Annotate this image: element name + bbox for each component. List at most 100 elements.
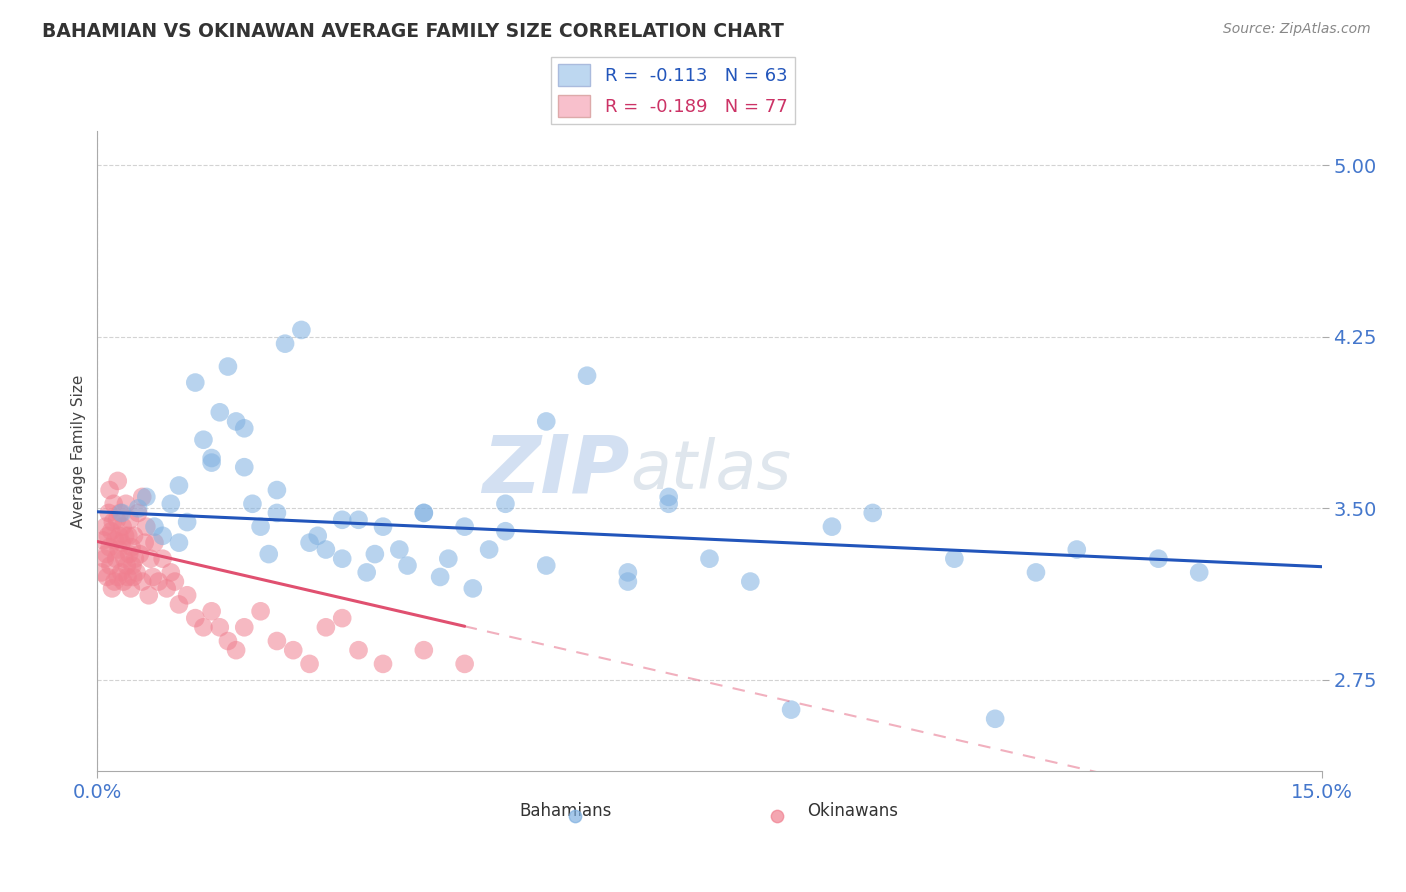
Okinawans: [118, 547, 141, 561]
Bahamians: [290, 323, 312, 337]
Bahamians: [371, 519, 394, 533]
Okinawans: [107, 474, 129, 488]
Okinawans: [156, 582, 179, 596]
Bahamians: [658, 490, 681, 504]
Bahamians: [266, 483, 288, 497]
Okinawans: [159, 566, 181, 580]
Okinawans: [98, 483, 121, 497]
Bahamians: [364, 547, 387, 561]
Okinawans: [371, 657, 394, 671]
Okinawans: [201, 604, 224, 618]
Okinawans: [101, 515, 124, 529]
Bahamians: [257, 547, 280, 561]
Okinawans: [107, 570, 129, 584]
Bahamians: [396, 558, 419, 573]
Okinawans: [112, 574, 135, 589]
Bahamians: [453, 519, 475, 533]
Okinawans: [97, 529, 120, 543]
Bahamians: [330, 513, 353, 527]
Okinawans: [225, 643, 247, 657]
Bahamians: [111, 506, 134, 520]
Okinawans: [193, 620, 215, 634]
Okinawans: [96, 547, 118, 561]
Okinawans: [125, 566, 148, 580]
Okinawans: [347, 643, 370, 657]
Okinawans: [111, 519, 134, 533]
Legend: R =  -0.113   N = 63, R =  -0.189   N = 77: R = -0.113 N = 63, R = -0.189 N = 77: [551, 57, 794, 124]
Bahamians: [412, 506, 434, 520]
Bahamians: [780, 703, 803, 717]
Text: atlas: atlas: [630, 437, 792, 503]
Okinawans: [121, 558, 143, 573]
Bahamians: [699, 551, 721, 566]
Bahamians: [347, 513, 370, 527]
Bahamians: [1066, 542, 1088, 557]
Bahamians: [193, 433, 215, 447]
Okinawans: [453, 657, 475, 671]
Bahamians: [412, 506, 434, 520]
Bahamians: [201, 450, 224, 465]
Okinawans: [91, 533, 114, 548]
Okinawans: [142, 570, 165, 584]
Okinawans: [128, 547, 150, 561]
Bahamians: [242, 497, 264, 511]
Okinawans: [93, 551, 115, 566]
Bahamians: [208, 405, 231, 419]
Bahamians: [298, 535, 321, 549]
Okinawans: [105, 513, 128, 527]
Bahamians: [233, 460, 256, 475]
Okinawans: [152, 551, 174, 566]
Okinawans: [266, 634, 288, 648]
Okinawans: [315, 620, 337, 634]
Bahamians: [225, 414, 247, 428]
Bahamians: [437, 551, 460, 566]
Okinawans: [111, 535, 134, 549]
Okinawans: [115, 497, 138, 511]
Bahamians: [135, 490, 157, 504]
Bahamians: [266, 506, 288, 520]
Bahamians: [356, 566, 378, 580]
Okinawans: [283, 643, 305, 657]
Bahamians: [176, 515, 198, 529]
Bahamians: [478, 542, 501, 557]
Bahamians: [143, 519, 166, 533]
Okinawans: [139, 551, 162, 566]
Okinawans: [96, 570, 118, 584]
Okinawans: [100, 558, 122, 573]
Bahamians: [217, 359, 239, 374]
Okinawans: [249, 604, 271, 618]
Okinawans: [412, 643, 434, 657]
Okinawans: [163, 574, 186, 589]
Okinawans: [138, 588, 160, 602]
Bahamians: [330, 551, 353, 566]
Okinawans: [122, 570, 145, 584]
Okinawans: [117, 529, 139, 543]
Text: Bahamians: Bahamians: [519, 802, 612, 821]
Text: ZIP: ZIP: [482, 432, 630, 509]
Text: BAHAMIAN VS OKINAWAN AVERAGE FAMILY SIZE CORRELATION CHART: BAHAMIAN VS OKINAWAN AVERAGE FAMILY SIZE…: [42, 22, 785, 41]
Bahamians: [740, 574, 762, 589]
Okinawans: [103, 574, 125, 589]
Bahamians: [159, 497, 181, 511]
Okinawans: [112, 551, 135, 566]
Okinawans: [122, 529, 145, 543]
Bahamians: [388, 542, 411, 557]
Okinawans: [124, 551, 146, 566]
Bahamians: [617, 566, 640, 580]
Okinawans: [114, 529, 136, 543]
Okinawans: [143, 535, 166, 549]
Bahamians: [1188, 566, 1211, 580]
Okinawans: [110, 566, 132, 580]
Okinawans: [208, 620, 231, 634]
Okinawans: [94, 519, 117, 533]
Bahamians: [127, 501, 149, 516]
Okinawans: [134, 535, 156, 549]
Y-axis label: Average Family Size: Average Family Size: [72, 375, 86, 528]
Bahamians: [152, 529, 174, 543]
Bahamians: [617, 574, 640, 589]
Okinawans: [101, 582, 124, 596]
Bahamians: [184, 376, 207, 390]
Okinawans: [90, 566, 112, 580]
Text: Source: ZipAtlas.com: Source: ZipAtlas.com: [1223, 22, 1371, 37]
Okinawans: [217, 634, 239, 648]
